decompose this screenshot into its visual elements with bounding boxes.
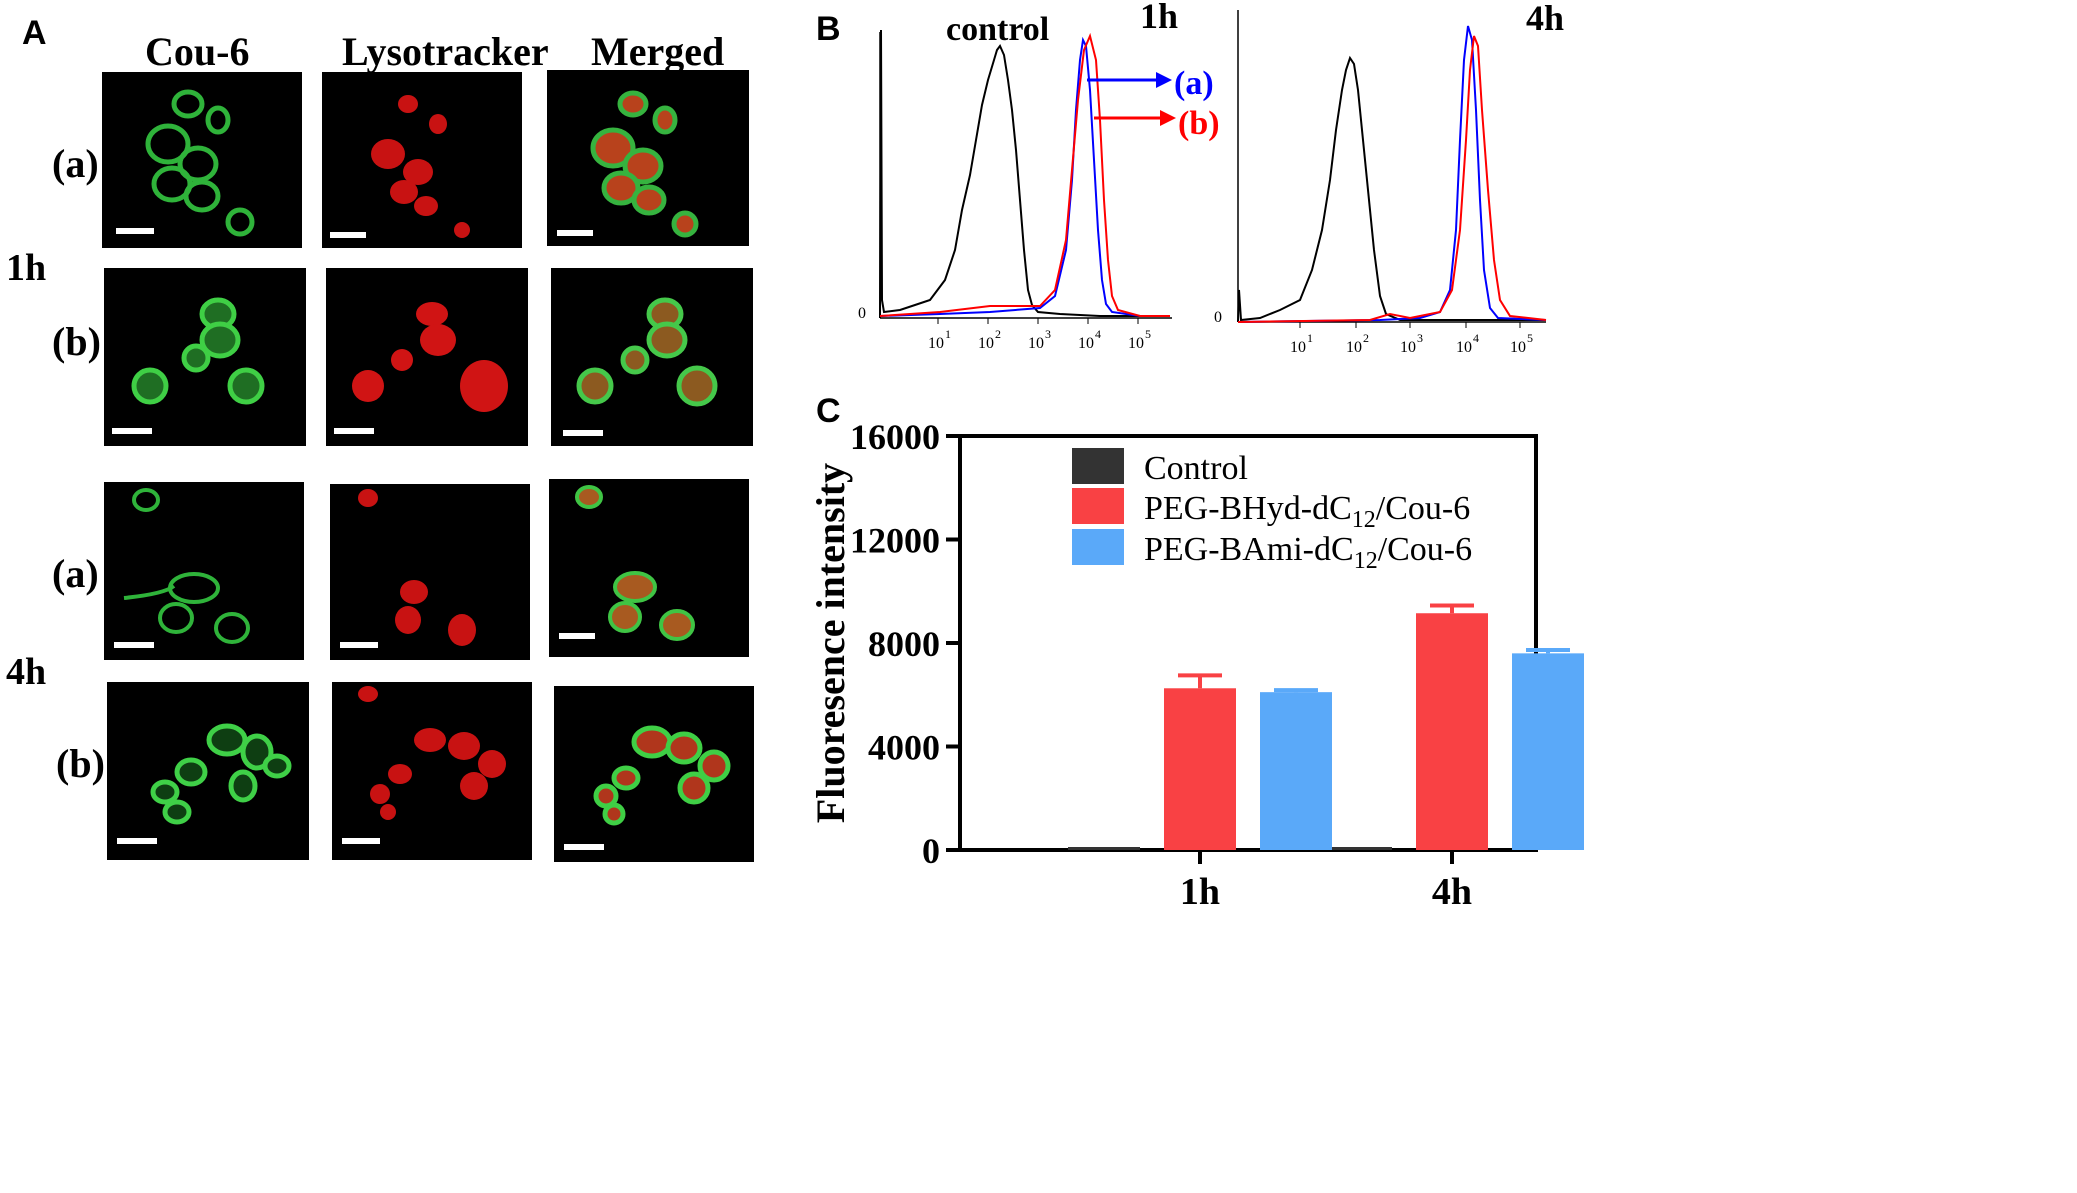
column-header-cou6: Cou-6 [145, 29, 250, 74]
flow-4h-xtick-label-1: 10 [1346, 339, 1362, 356]
flow-1h-xtick-label-1: 10 [978, 335, 994, 352]
flow-4h-xtick-exp-4: 5 [1527, 331, 1533, 345]
bar-0-1 [1164, 688, 1236, 850]
flow-4h-xtick-label-4: 10 [1510, 339, 1526, 356]
flow-1h-xtick-label-4: 10 [1128, 335, 1144, 352]
row-label-1h-a: (a) [52, 141, 99, 186]
micrograph-1h-a-merged [547, 70, 749, 246]
flow-4h-xtick-exp-3: 4 [1473, 331, 1479, 345]
x-tick-label-1: 4h [1432, 871, 1472, 913]
flow-1h-xtick-label-3: 10 [1078, 335, 1094, 352]
legend-swatch-0 [1072, 448, 1124, 484]
legend: ControlPEG-BHyd-dC12/Cou-6PEG-BAmi-dC12/… [1072, 448, 1472, 574]
flow-4h-xtick-label-3: 10 [1456, 339, 1472, 356]
bar-0-0 [1068, 847, 1140, 850]
micrograph-4h-a-lysotracker [330, 484, 530, 660]
y-tick-label-2: 8000 [868, 624, 940, 664]
row-label-4h-b: (b) [56, 741, 105, 786]
flow-1h-control-curve [879, 29, 1170, 319]
flow-4h-xtick-exp-2: 3 [1417, 331, 1423, 345]
bar-1-1 [1416, 613, 1488, 850]
flow-1h-xtick-exp-3: 4 [1095, 327, 1101, 341]
time-label-4h: 4h [6, 651, 47, 693]
row-label-1h-b: (b) [52, 319, 101, 364]
micrograph-1h-b-merged [551, 268, 753, 446]
micrograph-4h-b-cou6 [107, 682, 309, 860]
legend-label-1: PEG-BHyd-dC12/Cou-6 [1144, 490, 1470, 533]
y-tick-label-4: 16000 [850, 417, 940, 457]
flow-1h-xtick-label-2: 10 [1028, 335, 1044, 352]
flow-1h-curve-a [879, 36, 1170, 317]
flow-4h-xtick-label-2: 10 [1400, 339, 1416, 356]
micrograph-1h-a-cou6 [102, 72, 302, 248]
legend-swatch-2 [1072, 529, 1124, 565]
column-header-merged: Merged [591, 29, 725, 74]
flow-4h-xtick-exp-1: 2 [1363, 331, 1369, 345]
panel-letter-b: B [816, 10, 841, 48]
flow-control-label: control [946, 11, 1049, 48]
flow-4h-y-tick: 0 [1214, 309, 1222, 326]
y-tick-label-3: 12000 [850, 521, 940, 561]
time-label-1h: 1h [6, 247, 47, 289]
panel-letter-c: C [816, 392, 841, 430]
micrograph-1h-a-lysotracker [322, 72, 522, 248]
micrograph-4h-a-merged [549, 479, 749, 657]
flow-arrow-a: (a) [1087, 65, 1214, 102]
flow-4h-curve-b [1237, 35, 1547, 323]
bar-1-2 [1512, 653, 1584, 850]
micrograph-1h-b-lysotracker [326, 268, 528, 446]
micrograph-4h-b-merged [554, 686, 754, 862]
flow-4h-control-curve [1237, 55, 1546, 323]
flow-1h-time-label: 1h [1140, 0, 1178, 36]
flow-1h-xtick-exp-1: 2 [995, 327, 1001, 341]
flow-1h-xtick-exp-2: 3 [1045, 327, 1051, 341]
y-tick-label-1: 4000 [868, 728, 940, 768]
flow-1h-curve-b [879, 32, 1170, 317]
flow-1h-xtick-exp-4: 5 [1145, 327, 1151, 341]
flow-arrow-a-label: (a) [1174, 65, 1214, 102]
column-header-lysotracker: Lysotracker [342, 29, 549, 74]
legend-label-0: Control [1144, 450, 1248, 487]
legend-label-2: PEG-BAmi-dC12/Cou-6 [1144, 531, 1472, 574]
flow-1h-xtick-exp-0: 1 [945, 327, 951, 341]
micrograph-4h-b-lysotracker [332, 682, 532, 860]
flow-4h-xtick-exp-0: 1 [1307, 331, 1313, 345]
flow-4h-xtick-label-0: 10 [1290, 339, 1306, 356]
flow-arrow-b-label: (b) [1178, 105, 1220, 142]
legend-swatch-1 [1072, 488, 1124, 524]
panel-letter-a: A [22, 14, 47, 52]
flow-1h-y-tick: 0 [858, 305, 866, 322]
x-tick-label-0: 1h [1180, 871, 1220, 913]
y-axis-label: Fluoresence intensity [808, 463, 853, 823]
y-tick-label-0: 0 [922, 831, 940, 871]
bar-1-0 [1320, 847, 1392, 850]
row-label-4h-a: (a) [52, 551, 99, 596]
flow-4h-time-label: 4h [1526, 0, 1564, 38]
bar-0-2 [1260, 692, 1332, 850]
micrograph-4h-a-cou6 [104, 482, 304, 660]
flow-arrow-b: (b) [1094, 105, 1220, 142]
micrograph-1h-b-cou6 [104, 268, 306, 446]
flow-1h-xtick-label-0: 10 [928, 335, 944, 352]
